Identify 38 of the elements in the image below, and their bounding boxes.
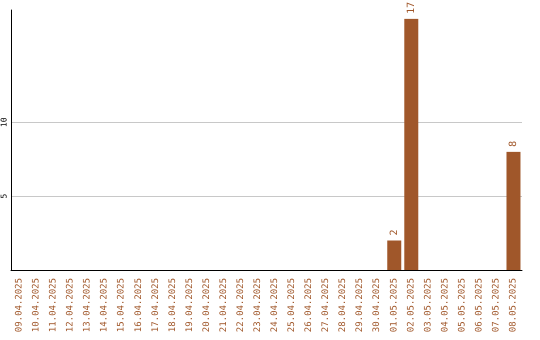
x-tick-label: 04.05.2025 — [440, 278, 450, 332]
x-tick-label: 19.04.2025 — [184, 278, 195, 332]
x-tick-label: 01.05.2025 — [389, 278, 400, 332]
bar — [387, 240, 402, 270]
data-label: 2 — [388, 229, 400, 236]
x-tick-label: 08.05.2025 — [508, 278, 518, 332]
x-tick-label: 13.04.2025 — [82, 278, 93, 332]
data-label: 8 — [508, 140, 519, 147]
x-tick-label: 10.04.2025 — [32, 278, 42, 332]
x-tick-label: 28.04.2025 — [338, 278, 348, 332]
x-tick-label: 11.04.2025 — [48, 278, 59, 332]
x-tick-label: 24.04.2025 — [270, 278, 280, 332]
x-tick-label: 16.04.2025 — [134, 278, 144, 332]
x-tick-label: 23.04.2025 — [252, 278, 263, 332]
x-tick-label: 18.04.2025 — [168, 278, 178, 332]
x-tick-label: 06.05.2025 — [474, 278, 484, 332]
x-tick-label: 26.04.2025 — [304, 278, 314, 332]
data-label: 17 — [406, 2, 417, 14]
x-tick-label: 03.05.2025 — [423, 278, 434, 332]
y-tick-label: 10 — [0, 117, 8, 128]
x-tick-label: 29.04.2025 — [355, 278, 366, 332]
x-tick-label: 02.05.2025 — [406, 278, 416, 332]
x-tick-label: 25.04.2025 — [287, 278, 298, 332]
x-tick-label: 20.04.2025 — [202, 278, 212, 332]
bar — [506, 152, 520, 270]
y-tick-label: 5 — [0, 194, 8, 199]
x-tick-label: 15.04.2025 — [116, 278, 127, 332]
x-tick-label: 17.04.2025 — [150, 278, 161, 332]
x-tick-label: 14.04.2025 — [100, 278, 110, 332]
x-tick-label: 07.05.2025 — [491, 278, 502, 332]
x-tick-label: 05.05.2025 — [457, 278, 468, 332]
x-tick-label: 21.04.2025 — [218, 278, 229, 332]
x-tick-label: 12.04.2025 — [66, 278, 76, 332]
x-tick-label: 09.04.2025 — [14, 278, 25, 332]
x-tick-label: 30.04.2025 — [372, 278, 382, 332]
bar — [404, 18, 418, 270]
x-tick-label: 22.04.2025 — [236, 278, 246, 332]
x-tick-label: 27.04.2025 — [321, 278, 332, 332]
